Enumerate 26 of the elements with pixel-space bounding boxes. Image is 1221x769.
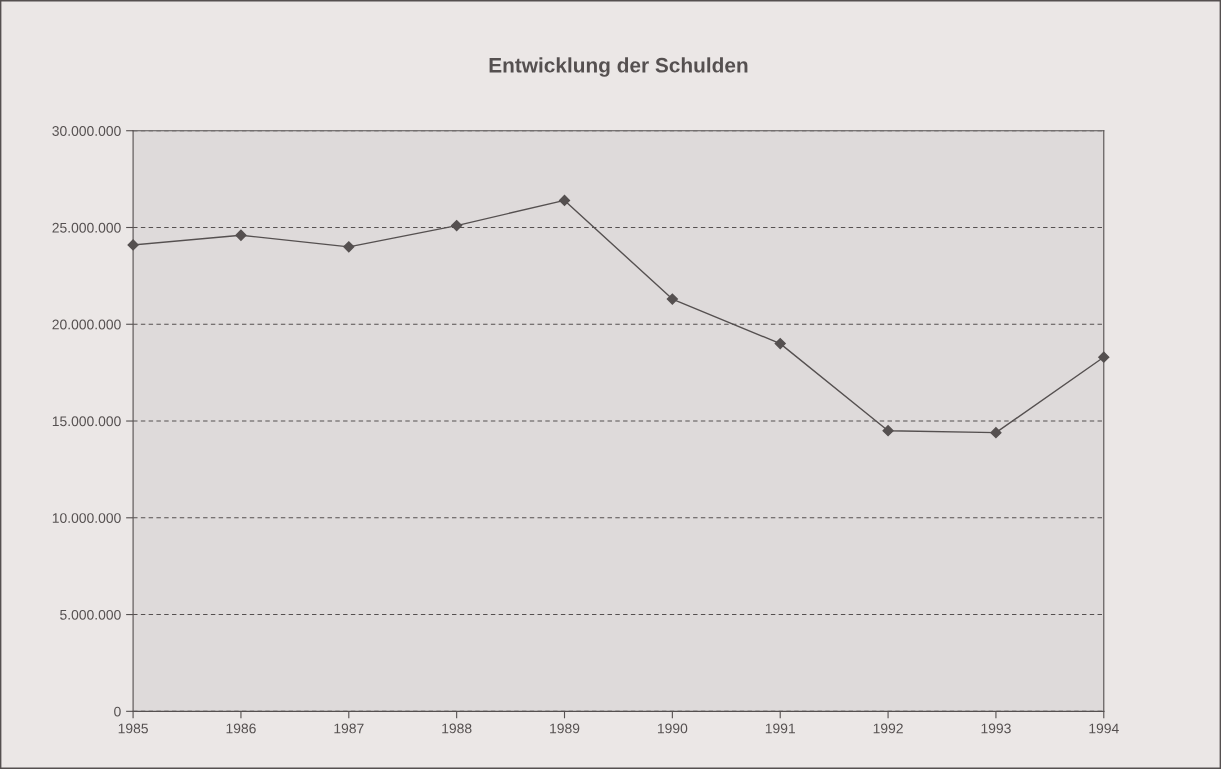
point (451, 219, 463, 232)
point (882, 425, 894, 437)
y-tick-label: 30.000.000 (52, 126, 121, 136)
point (343, 241, 355, 253)
y-tick-label: 0 (114, 706, 121, 717)
point (558, 194, 571, 207)
x-tick-label: 1985 (118, 723, 148, 734)
y-tick-label: 25.000.000 (52, 222, 121, 233)
y-tick-label: 15.000.000 (52, 416, 121, 427)
x-tick-label: 1993 (981, 723, 1011, 734)
x-tick-label: 1994 (1089, 723, 1119, 734)
x-tick-label: 1991 (765, 723, 795, 734)
point (990, 427, 1002, 439)
x-tick-label: 1987 (334, 723, 364, 734)
point (235, 229, 247, 241)
x-tick-label: 1989 (550, 723, 580, 734)
point (774, 338, 786, 350)
x-tick-label: 1988 (442, 723, 472, 734)
y-tick-label: 5.000.000 (60, 609, 121, 620)
y-tick-label: 10.000.000 (52, 513, 121, 523)
point (666, 293, 678, 305)
chart-title: Entwicklung der Schulden (489, 57, 748, 77)
x-tick-label: 1986 (226, 723, 256, 734)
y-tick-label: 20.000.000 (52, 319, 121, 330)
x-tick-label: 1992 (873, 723, 903, 734)
x-tick-label: 1990 (657, 723, 688, 734)
